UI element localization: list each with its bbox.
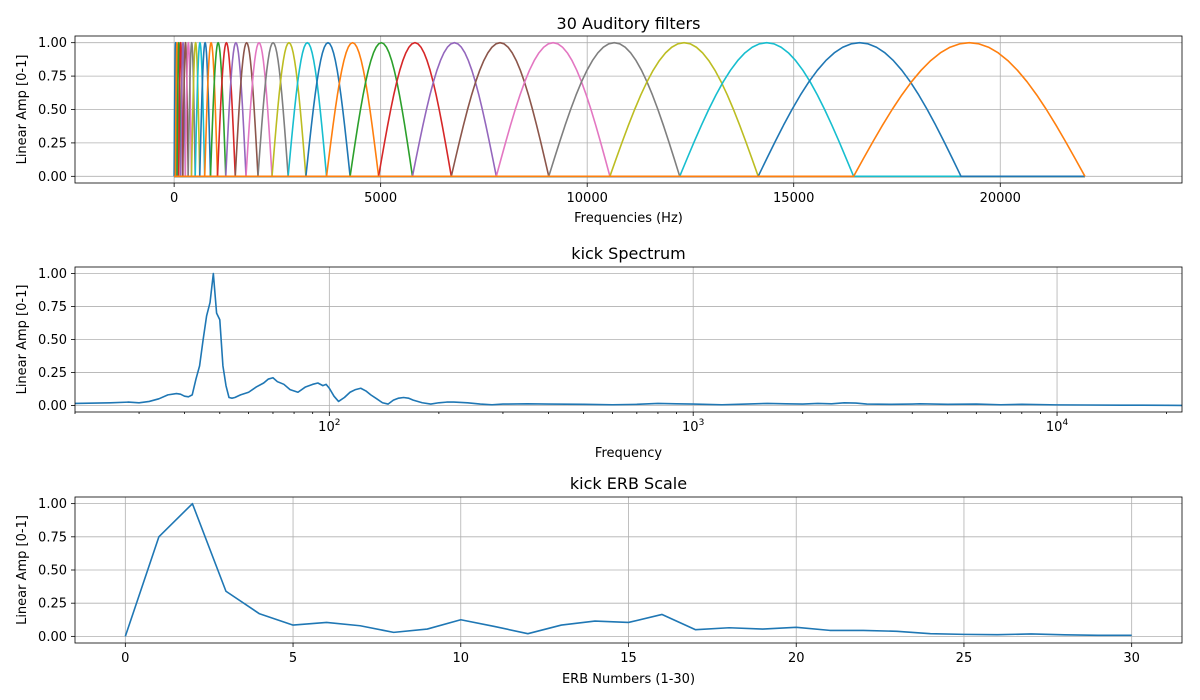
filter-curve	[174, 41, 1085, 178]
filter-curve	[174, 41, 1085, 178]
filter-curve	[174, 41, 1085, 178]
filter-curve	[174, 41, 1085, 178]
x-axis-label: Frequencies (Hz)	[574, 211, 683, 226]
filter-curve	[174, 41, 1085, 178]
y-tick-label: 0.75	[38, 530, 67, 545]
filter-curve	[174, 41, 1085, 178]
x-axis-label: ERB Numbers (1-30)	[562, 672, 695, 687]
filter-curve	[174, 41, 1085, 178]
y-tick-label: 0.00	[38, 399, 67, 414]
filter-curve	[174, 41, 1085, 178]
filter-curve	[174, 41, 1085, 178]
filter-curve	[174, 41, 1085, 178]
filter-curve	[174, 41, 1085, 178]
plot-title: 30 Auditory filters	[557, 14, 701, 33]
x-tick-label: 0	[170, 191, 178, 206]
y-tick-label: 0.75	[38, 70, 67, 85]
x-tick-label: 25	[956, 651, 973, 666]
filter-curve	[174, 41, 1085, 178]
filter-curve	[174, 41, 1085, 178]
x-tick-label: 20000	[980, 191, 1021, 206]
x-tick-label: 30	[1123, 651, 1140, 666]
y-axis-label: Linear Amp [0-1]	[15, 515, 30, 625]
filter-curve	[173, 41, 1085, 178]
y-tick-label: 0.00	[38, 170, 67, 185]
x-tick-label: 15	[620, 651, 637, 666]
filter-curve	[174, 41, 1085, 178]
x-tick-label: 15000	[773, 191, 814, 206]
y-tick-label: 0.50	[38, 333, 67, 348]
kick-erb-scale-plot: 0 5 10 15 20 25 30 0.00 0.25 0.50 0.75 1.00 kick ER…	[15, 474, 1183, 687]
filter-curve	[174, 41, 1085, 178]
y-tick-label: 1.00	[38, 497, 67, 512]
filter-curve	[174, 41, 1085, 178]
x-tick-label: 10	[452, 651, 469, 666]
filter-curve	[174, 41, 1085, 178]
filter-curve	[174, 41, 1085, 178]
x-tick-label: 10000	[567, 191, 608, 206]
filter-curve	[174, 41, 1085, 178]
series-line	[74, 272, 1183, 407]
y-tick-label: 0.25	[38, 366, 67, 381]
y-tick-label: 0.25	[38, 136, 67, 151]
filter-curve	[174, 41, 1085, 178]
auditory-filters-plot: 0 5000 10000 15000 20000 0.00 0.25 0.50 0.75 1.00…	[15, 14, 1183, 226]
filter-curve	[174, 41, 1085, 178]
y-tick-label: 0.25	[38, 597, 67, 612]
filter-curve	[174, 41, 1085, 178]
y-tick-label: 0.50	[38, 103, 67, 118]
filter-curve	[174, 41, 1085, 178]
filter-curve	[174, 41, 1085, 178]
x-tick-label: 5000	[364, 191, 397, 206]
plot-title: kick Spectrum	[571, 244, 685, 263]
y-tick-label: 0.75	[38, 300, 67, 315]
filter-curve	[174, 41, 1085, 178]
y-tick-label: 0.00	[38, 630, 67, 645]
filter-curve	[174, 41, 1086, 178]
x-tick-label: 0	[121, 651, 129, 666]
series-line	[124, 502, 1132, 637]
y-tick-label: 0.50	[38, 564, 67, 579]
filter-curve	[174, 41, 1085, 178]
filter-curve	[174, 41, 1085, 178]
y-tick-label: 1.00	[38, 36, 67, 51]
filter-curve	[174, 41, 1085, 178]
x-axis-label: Frequency	[595, 446, 662, 461]
plot-title: kick ERB Scale	[570, 474, 687, 493]
y-axis-label: Linear Amp [0-1]	[15, 285, 30, 395]
y-axis-label: Linear Amp [0-1]	[15, 55, 30, 165]
x-tick-label: 20	[788, 651, 805, 666]
y-tick-label: 1.00	[38, 267, 67, 282]
filter-curve	[174, 41, 1085, 178]
x-tick-label: 5	[289, 651, 297, 666]
